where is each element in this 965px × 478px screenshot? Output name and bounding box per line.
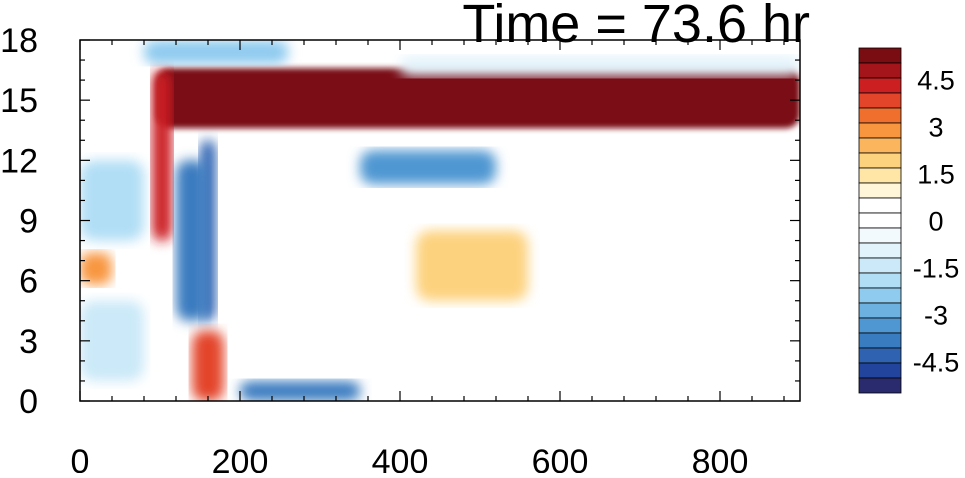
colorbar-label: -3 <box>924 301 948 331</box>
field-feature-0 <box>156 68 800 129</box>
colorbar-swatch <box>858 302 902 319</box>
colorbar-swatch <box>858 377 902 394</box>
field-feature-11 <box>144 40 288 65</box>
colorbar-swatch <box>858 272 902 289</box>
field-feature-5 <box>360 150 496 185</box>
field-feature-9 <box>80 300 144 381</box>
colorbar-swatch <box>858 152 902 169</box>
colorbar-swatch <box>858 182 902 199</box>
field-feature-8 <box>80 160 144 241</box>
field-feature-13 <box>544 200 800 321</box>
field-feature-12 <box>192 330 224 401</box>
y-tick-label: 0 <box>19 383 38 421</box>
colorbar-swatch <box>858 92 902 109</box>
field-feature-1 <box>152 70 172 241</box>
field-feature-3 <box>176 160 208 321</box>
colorbar-swatch <box>858 362 902 379</box>
y-tick-label: 15 <box>0 82 38 120</box>
x-axis: 0 200 400 600 800 <box>71 40 785 478</box>
colorbar-label: 0 <box>928 207 943 237</box>
chart-title: Time = 73.6 hr <box>462 0 810 54</box>
colorbar-swatch <box>858 197 902 214</box>
field-feature-6 <box>80 252 112 285</box>
colorbar-swatch <box>858 332 902 349</box>
x-tick-label: 200 <box>212 443 269 473</box>
colorbar-label: 1.5 <box>917 159 955 189</box>
y-tick-label: 12 <box>0 142 38 180</box>
y-tick-label: 3 <box>19 323 38 361</box>
heatmap-field <box>80 40 800 401</box>
field-feature-10 <box>400 56 800 77</box>
x-tick-label: 800 <box>692 443 749 473</box>
colorbar-swatch <box>858 167 902 184</box>
colorbar-swatch <box>858 47 902 64</box>
field-feature-7 <box>416 230 528 301</box>
colorbar-swatch <box>858 212 902 229</box>
colorbar-swatch <box>858 227 902 244</box>
colorbar-swatch <box>858 242 902 259</box>
y-tick-label: 18 <box>0 22 38 60</box>
colorbar-swatch <box>858 287 902 304</box>
colorbar-swatch <box>858 317 902 334</box>
field-feature-4 <box>240 380 360 401</box>
colorbar-label: 4.5 <box>917 65 955 95</box>
x-tick-label: 400 <box>372 443 429 473</box>
y-tick-label: 6 <box>19 263 38 301</box>
colorbar-swatch <box>858 77 902 94</box>
colorbar-swatch <box>858 257 902 274</box>
colorbar-swatch <box>858 347 902 364</box>
x-tick-label: 600 <box>532 443 589 473</box>
colorbar: 4.5 3 1.5 0 -1.5 -3 -4.5 <box>858 47 960 394</box>
colorbar-swatch <box>858 122 902 139</box>
y-axis: 0 3 6 9 12 15 18 <box>0 22 800 421</box>
colorbar-label: 3 <box>928 112 943 142</box>
x-tick-label: 0 <box>71 443 90 473</box>
colorbar-swatch <box>858 137 902 154</box>
y-tick-label: 9 <box>19 203 38 241</box>
colorbar-swatch <box>858 107 902 124</box>
colorbar-label: -1.5 <box>913 254 960 284</box>
colorbar-swatch <box>858 62 902 79</box>
colorbar-label: -4.5 <box>913 348 960 378</box>
